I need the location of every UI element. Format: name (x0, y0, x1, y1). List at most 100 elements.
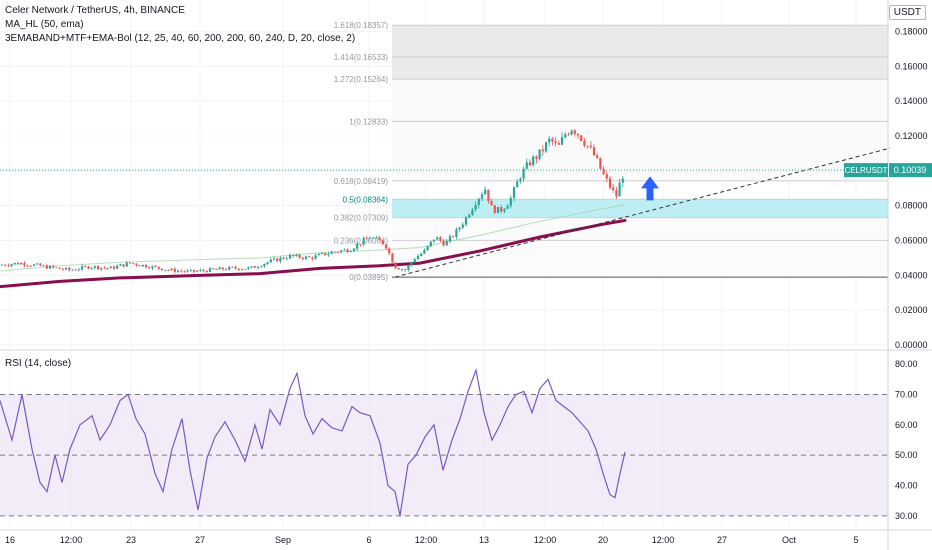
candle-body (20, 263, 23, 265)
candle-body (474, 204, 477, 210)
candle-body (295, 254, 298, 257)
candle-body (429, 241, 432, 247)
candle-body (596, 155, 599, 158)
candle-body (189, 269, 192, 271)
price-y-tick-label: 0.12000 (895, 131, 928, 141)
candle-body (452, 236, 455, 238)
candle-body (157, 266, 160, 269)
candle-body (164, 269, 167, 271)
candle-body (343, 249, 346, 251)
candle-body (4, 264, 7, 266)
fib-level-label: 0.382(0.07309) (334, 214, 389, 223)
price-y-tick-label: 0.00000 (895, 340, 928, 350)
candle-body (471, 209, 474, 215)
candle-body (365, 238, 368, 240)
candle-body (308, 256, 311, 258)
fib-level-label: 0.618(0.09419) (334, 177, 389, 186)
candle-body (500, 207, 503, 212)
candle-body (109, 266, 112, 269)
candle-body (96, 266, 100, 270)
candle-body (119, 264, 122, 266)
candle-body (272, 258, 276, 260)
candle-body (532, 156, 535, 166)
rsi-y-tick-label: 80.00 (895, 359, 918, 369)
candle-body (288, 254, 292, 259)
symbol-badge (844, 163, 888, 178)
candle-body (583, 140, 586, 146)
candle-body (551, 138, 554, 142)
candle-body (618, 182, 621, 197)
candle-body (183, 271, 186, 273)
candle-body (324, 253, 327, 256)
fib-level-label: 1.414(0.16533) (334, 53, 389, 62)
candle-body (388, 248, 391, 254)
candle-body (602, 168, 605, 175)
candle-body (448, 236, 452, 242)
candle-body (167, 269, 170, 271)
candle-body (93, 266, 96, 268)
candle-body (247, 267, 250, 269)
candle-body (170, 268, 173, 271)
price-y-tick-label: 0.02000 (895, 305, 928, 315)
candle-body (340, 250, 343, 253)
candle-body (576, 133, 580, 136)
candle-body (509, 197, 512, 206)
candle-body (244, 268, 247, 270)
candle-body (122, 264, 125, 267)
candle-body (426, 246, 429, 251)
candle-body (439, 237, 442, 241)
candle-body (445, 241, 448, 246)
candle-body (356, 243, 359, 249)
rsi-y-tick-label: 70.00 (895, 389, 918, 399)
candle-body (80, 266, 84, 270)
candle-body (461, 224, 464, 228)
candle-body (541, 149, 544, 152)
candle-body (586, 145, 589, 147)
price-y-tick-label: 0.16000 (895, 61, 928, 71)
candle-body (29, 265, 32, 267)
x-tick-label: 27 (195, 535, 205, 545)
candle-body (455, 229, 458, 237)
candle-body (416, 255, 420, 260)
candle-body (199, 269, 202, 272)
symbol-label: CELRUSDT (844, 166, 887, 175)
candle-body (279, 257, 282, 262)
x-tick-label: Sep (275, 535, 291, 545)
candle-body (141, 264, 144, 267)
ema-200-line (0, 218, 627, 289)
candle-body (237, 268, 240, 270)
candle-body (493, 205, 496, 213)
candle-body (304, 256, 308, 259)
candle-body (218, 267, 221, 270)
candle-body (202, 269, 205, 271)
candle-body (61, 268, 64, 270)
candle-body (525, 162, 528, 169)
candle-body (106, 268, 109, 269)
candle-body (266, 262, 269, 264)
price-y-tick-label: 0.14000 (895, 96, 928, 106)
candle-body (196, 271, 199, 272)
candle-body (432, 239, 436, 242)
currency-button[interactable]: USDT (888, 5, 926, 20)
candle-body (148, 267, 151, 269)
candle-body (240, 269, 244, 271)
candle-body (605, 174, 608, 179)
candle-body (314, 255, 317, 259)
candle-body (26, 265, 29, 267)
candle-body (135, 263, 138, 266)
candle-body (221, 267, 224, 270)
candle-body (215, 269, 218, 270)
candle-body (39, 263, 42, 266)
candle-body (128, 262, 132, 264)
candle-body (522, 168, 525, 179)
candle-body (436, 237, 439, 240)
candle-body (144, 264, 148, 268)
candle-body (250, 266, 253, 268)
x-tick-label: 16 (5, 535, 15, 545)
candle-body (0, 264, 4, 266)
candle-body (567, 134, 570, 136)
candle-body (301, 257, 304, 259)
candle-body (484, 189, 487, 195)
rsi-line (0, 367, 626, 517)
